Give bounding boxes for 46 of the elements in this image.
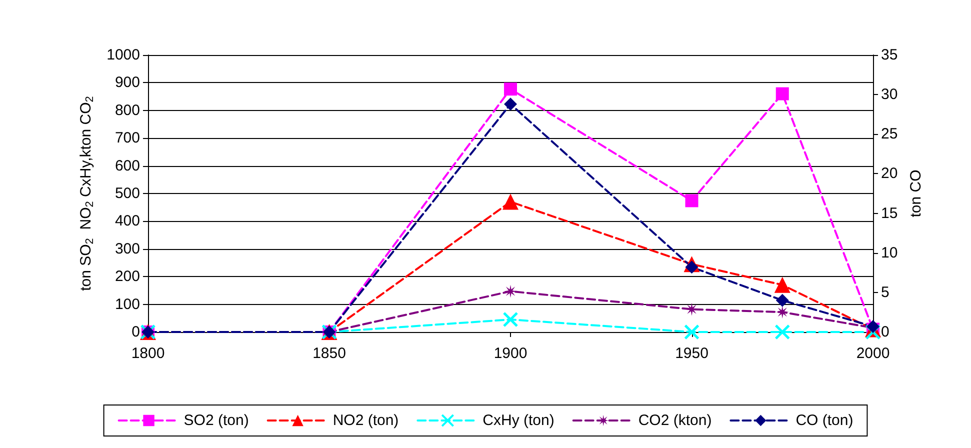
y-tick-label: 0: [132, 324, 140, 340]
y-tick-label: 600: [114, 157, 140, 174]
x-tick-label: 2000: [856, 345, 890, 362]
legend-label: NO2 (ton): [332, 412, 399, 429]
y-tick-label: 200: [114, 268, 140, 286]
y2-tick-label: 15: [881, 204, 898, 222]
legend-label: SO2 (ton): [184, 412, 249, 429]
legend-label: CO2 (kton): [638, 412, 712, 429]
point: [774, 276, 790, 293]
y2-tick-label: 35: [881, 46, 898, 64]
point: [685, 194, 698, 208]
y2-axis-title: ton CO: [908, 170, 925, 218]
point: [502, 194, 518, 210]
y-tick-label: 500: [114, 185, 140, 202]
x-tick-label: 1850: [312, 345, 346, 362]
y2-tick-label: 10: [881, 244, 898, 262]
point: [776, 306, 789, 319]
legend-label: CxHy (ton): [482, 412, 554, 429]
point: [865, 324, 881, 340]
point: [685, 260, 698, 274]
legend-label: CO (ton): [796, 412, 854, 429]
y-tick-label: 1000: [106, 46, 140, 64]
x-tick-label: 1900: [494, 345, 528, 362]
y-tick-label: 900: [114, 74, 140, 92]
x-tick-label: 1950: [675, 345, 708, 362]
point: [774, 324, 790, 340]
point: [504, 98, 517, 111]
y2-tick-label: 5: [881, 284, 890, 301]
point: [502, 312, 518, 328]
y-tick-label: 100: [114, 296, 140, 313]
point: [776, 294, 789, 307]
y2-tick-label: 30: [881, 86, 898, 104]
point: [776, 87, 789, 100]
y2-tick-label: 25: [881, 126, 898, 143]
point: [504, 82, 517, 96]
y-axis-title: ton SO2 NO2 CxHy,kton CO2: [78, 96, 96, 291]
x-tick-label: 1800: [131, 345, 165, 362]
y-tick-label: 400: [114, 212, 140, 230]
y2-tick-label: 0: [881, 324, 890, 340]
y-tick-label: 700: [114, 130, 140, 147]
point: [504, 284, 517, 298]
point: [685, 302, 698, 316]
y-tick-label: 800: [114, 102, 140, 119]
y2-tick-label: 20: [881, 165, 898, 182]
point: [684, 324, 700, 340]
y-tick-label: 300: [114, 240, 140, 258]
